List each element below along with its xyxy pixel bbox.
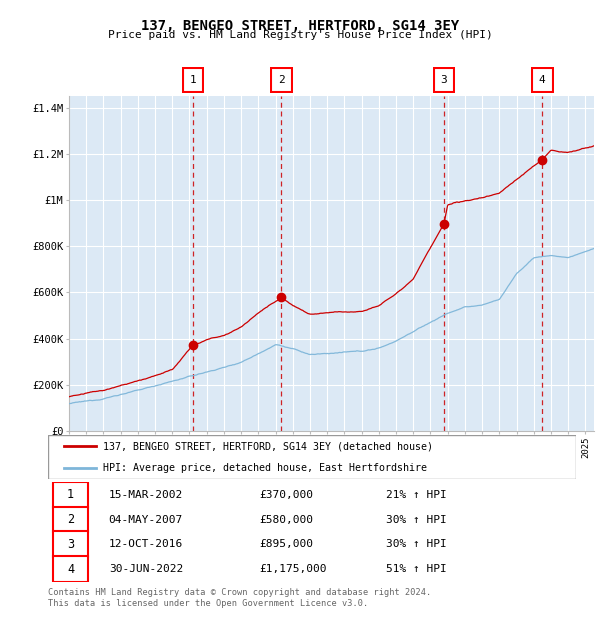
Text: 51% ↑ HPI: 51% ↑ HPI: [386, 564, 446, 574]
Bar: [53, 507, 88, 533]
Text: 4: 4: [67, 563, 74, 575]
Text: 04-MAY-2007: 04-MAY-2007: [109, 515, 183, 525]
Text: £895,000: £895,000: [259, 539, 313, 549]
Text: 15-MAR-2002: 15-MAR-2002: [109, 490, 183, 500]
Bar: [53, 556, 88, 582]
Text: 3: 3: [440, 75, 448, 85]
Text: 1: 1: [190, 75, 196, 85]
Text: HPI: Average price, detached house, East Hertfordshire: HPI: Average price, detached house, East…: [103, 463, 427, 473]
Text: 30-JUN-2022: 30-JUN-2022: [109, 564, 183, 574]
Text: 1: 1: [67, 489, 74, 501]
Text: £370,000: £370,000: [259, 490, 313, 500]
Text: Contains HM Land Registry data © Crown copyright and database right 2024.: Contains HM Land Registry data © Crown c…: [48, 588, 431, 597]
Bar: [53, 531, 88, 557]
Text: 30% ↑ HPI: 30% ↑ HPI: [386, 539, 446, 549]
Text: £580,000: £580,000: [259, 515, 313, 525]
Text: 2: 2: [278, 75, 285, 85]
Text: 30% ↑ HPI: 30% ↑ HPI: [386, 515, 446, 525]
Text: 3: 3: [67, 538, 74, 551]
Text: 4: 4: [539, 75, 545, 85]
Text: 2: 2: [67, 513, 74, 526]
Text: 21% ↑ HPI: 21% ↑ HPI: [386, 490, 446, 500]
Text: Price paid vs. HM Land Registry's House Price Index (HPI): Price paid vs. HM Land Registry's House …: [107, 30, 493, 40]
Text: 137, BENGEO STREET, HERTFORD, SG14 3EY (detached house): 137, BENGEO STREET, HERTFORD, SG14 3EY (…: [103, 441, 433, 451]
Text: 137, BENGEO STREET, HERTFORD, SG14 3EY: 137, BENGEO STREET, HERTFORD, SG14 3EY: [141, 19, 459, 33]
Text: This data is licensed under the Open Government Licence v3.0.: This data is licensed under the Open Gov…: [48, 599, 368, 608]
Text: 12-OCT-2016: 12-OCT-2016: [109, 539, 183, 549]
Bar: [53, 482, 88, 508]
Text: £1,175,000: £1,175,000: [259, 564, 327, 574]
